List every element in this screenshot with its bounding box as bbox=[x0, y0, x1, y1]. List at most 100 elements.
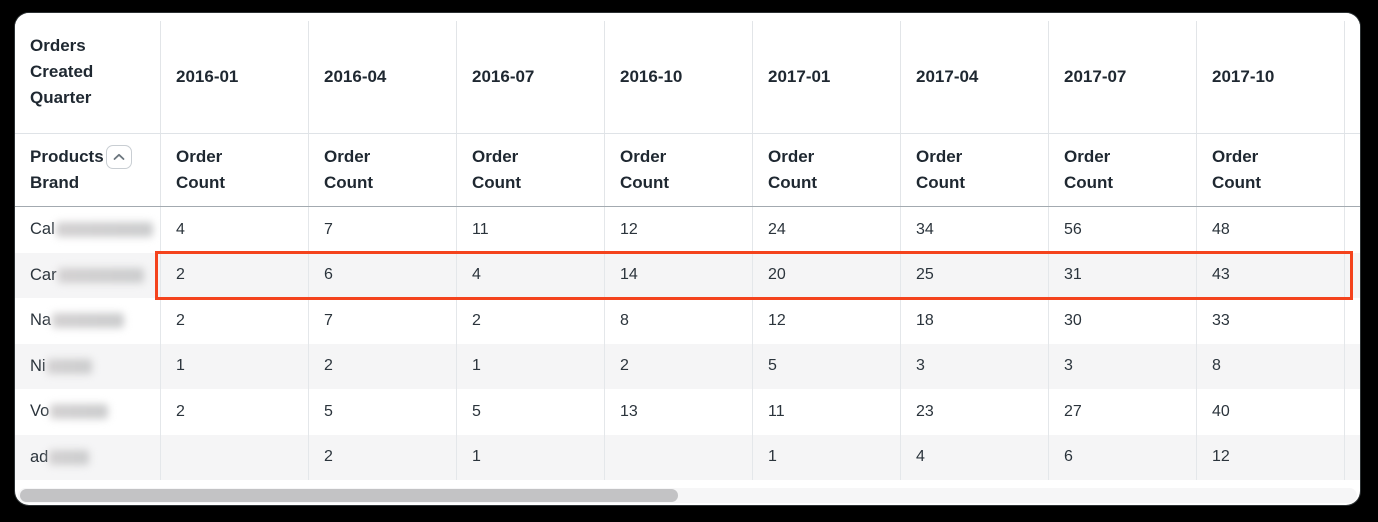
measure-column-header[interactable]: Order Count bbox=[308, 134, 456, 206]
order-count-cell: 14 bbox=[604, 252, 752, 298]
order-count-cell: 18 bbox=[900, 298, 1048, 344]
order-count-value: 4 bbox=[916, 448, 925, 466]
brand-prefix: Ni bbox=[30, 356, 46, 375]
order-count-value: 2 bbox=[176, 402, 185, 420]
order-count-value: 43 bbox=[1212, 266, 1230, 284]
measure-column-header[interactable]: Order Count bbox=[752, 134, 900, 206]
brand-prefix: ad bbox=[30, 447, 49, 466]
order-count-value: 7 bbox=[324, 311, 333, 329]
order-count-cell: 1 bbox=[160, 343, 308, 389]
order-count-cell: 1 bbox=[456, 434, 604, 480]
table-body: Cal 4 7 11 12 24 34 56 48 Car 2 6 4 14 20 25 31 43 Na 2 7 2 8 1… bbox=[15, 207, 1360, 480]
row-dimension-header-cell[interactable]: Products Brand bbox=[15, 134, 160, 206]
order-count-value: 4 bbox=[472, 266, 481, 284]
measure-column-label: Order Count bbox=[620, 147, 670, 192]
row-dimension-label-line1: Products bbox=[30, 147, 104, 166]
order-count-cell: 4 bbox=[160, 207, 308, 253]
order-count-cell: 48 bbox=[1196, 207, 1344, 253]
quarter-column-label: 2016-10 bbox=[620, 67, 683, 86]
order-count-cell: 56 bbox=[1048, 207, 1196, 253]
order-count-cell: 23 bbox=[900, 389, 1048, 435]
redacted-brand-blur bbox=[52, 313, 125, 329]
collapse-button[interactable] bbox=[105, 145, 132, 169]
order-count-value: 40 bbox=[1212, 402, 1230, 420]
order-count-value: 34 bbox=[916, 220, 934, 238]
order-count-value: 56 bbox=[1064, 220, 1082, 238]
measure-column-label: Order Count bbox=[768, 147, 818, 192]
order-count-cell: 12 bbox=[604, 207, 752, 253]
quarter-column-header[interactable]: 2016-10 bbox=[604, 21, 752, 133]
order-count-value: 33 bbox=[1212, 311, 1230, 329]
brand-cell: Na bbox=[15, 298, 160, 344]
order-count-cell: 8 bbox=[604, 298, 752, 344]
order-count-value: 7 bbox=[324, 220, 333, 238]
order-count-cell: 2 bbox=[604, 343, 752, 389]
brand-prefix: Cal bbox=[30, 220, 55, 239]
redacted-brand-blur bbox=[46, 358, 92, 374]
measure-column-label: Order Count bbox=[472, 147, 522, 192]
measure-column-header[interactable]: Order Count bbox=[1196, 134, 1344, 206]
order-count-value: 18 bbox=[916, 311, 934, 329]
redacted-brand-blur bbox=[49, 449, 90, 465]
quarter-column-header[interactable]: 2016-04 bbox=[308, 21, 456, 133]
horizontal-scrollbar-thumb[interactable] bbox=[20, 489, 678, 502]
order-count-cell: 4 bbox=[900, 434, 1048, 480]
order-count-value: 12 bbox=[620, 220, 638, 238]
redacted-brand-blur bbox=[50, 404, 109, 420]
order-count-cell bbox=[604, 434, 752, 480]
quarter-column-header[interactable]: 2017-04 bbox=[900, 21, 1048, 133]
order-count-value: 31 bbox=[1064, 266, 1082, 284]
redacted-brand-blur bbox=[57, 267, 144, 283]
table-window: Orders Created Quarter 2016-01 2016-04 201… bbox=[15, 13, 1360, 505]
order-count-cell: 33 bbox=[1196, 298, 1344, 344]
brand-cell: Cal bbox=[15, 207, 160, 253]
quarter-header-row: Orders Created Quarter 2016-01 2016-04 201… bbox=[15, 13, 1360, 134]
quarter-column-header[interactable]: 2017-10 bbox=[1196, 21, 1344, 133]
order-count-cell: 30 bbox=[1048, 298, 1196, 344]
order-count-cell: 40 bbox=[1196, 389, 1344, 435]
measure-column-header[interactable]: Order Count bbox=[604, 134, 752, 206]
order-count-value: 1 bbox=[176, 357, 185, 375]
clipped-measure-header bbox=[1344, 134, 1360, 206]
order-count-cell: 5 bbox=[752, 343, 900, 389]
order-count-cell: 1 bbox=[456, 343, 604, 389]
order-count-value: 6 bbox=[1064, 448, 1073, 466]
quarter-column-header[interactable]: 2017-07 bbox=[1048, 21, 1196, 133]
measure-column-header[interactable]: Order Count bbox=[456, 134, 604, 206]
order-count-cell: 2 bbox=[308, 343, 456, 389]
table-row: Cal 4 7 11 12 24 34 56 48 bbox=[15, 207, 1360, 253]
measure-header-row: Products Brand Order Count Order Count Ord… bbox=[15, 134, 1360, 207]
clipped-data-cell bbox=[1344, 434, 1360, 480]
measure-column-header[interactable]: Order Count bbox=[1048, 134, 1196, 206]
brand-cell: Car bbox=[15, 253, 160, 299]
order-count-value: 5 bbox=[324, 402, 333, 420]
clipped-column-header bbox=[1344, 21, 1360, 133]
order-count-cell: 34 bbox=[900, 207, 1048, 253]
quarter-column-label: 2017-07 bbox=[1064, 67, 1127, 86]
order-count-cell: 1 bbox=[752, 434, 900, 480]
quarter-column-header[interactable]: 2016-01 bbox=[160, 21, 308, 133]
quarter-column-header[interactable]: 2016-07 bbox=[456, 21, 604, 133]
order-count-value: 3 bbox=[1064, 357, 1073, 375]
order-count-value: 2 bbox=[620, 357, 629, 375]
order-count-cell: 3 bbox=[1048, 343, 1196, 389]
horizontal-scrollbar-track[interactable] bbox=[18, 488, 1357, 503]
measure-column-label: Order Count bbox=[916, 147, 966, 192]
order-count-value: 11 bbox=[768, 402, 785, 420]
order-count-value: 27 bbox=[1064, 402, 1082, 420]
measure-column-header[interactable]: Order Count bbox=[160, 134, 308, 206]
brand-cell: ad bbox=[15, 435, 160, 481]
quarter-column-label: 2017-01 bbox=[768, 67, 831, 86]
measure-column-header[interactable]: Order Count bbox=[900, 134, 1048, 206]
measure-column-label: Order Count bbox=[324, 147, 374, 192]
order-count-value: 3 bbox=[916, 357, 925, 375]
table-row: Na 2 7 2 8 12 18 30 33 bbox=[15, 298, 1360, 344]
order-count-cell: 12 bbox=[1196, 434, 1344, 480]
quarter-column-header[interactable]: 2017-01 bbox=[752, 21, 900, 133]
clipped-data-cell bbox=[1344, 252, 1360, 298]
order-count-cell: 2 bbox=[160, 252, 308, 298]
order-count-cell: 25 bbox=[900, 252, 1048, 298]
brand-prefix: Car bbox=[30, 265, 57, 284]
order-count-value: 2 bbox=[176, 311, 185, 329]
chevron-up-icon bbox=[113, 153, 125, 160]
